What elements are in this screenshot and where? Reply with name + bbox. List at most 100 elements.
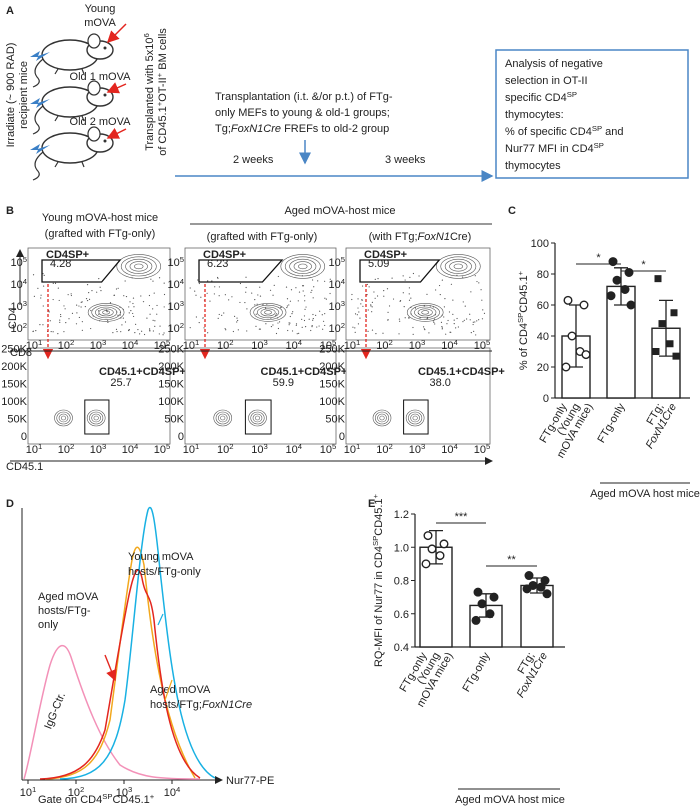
flow-dot: [315, 314, 317, 316]
flow-plot: [184, 247, 337, 341]
flow-dot: [80, 301, 82, 303]
text-part: 10: [122, 444, 134, 456]
flow-dot: [357, 323, 360, 325]
flow-dot: [301, 326, 303, 328]
flow-dot: [366, 283, 368, 286]
mouse-tail: [32, 105, 44, 135]
tick-label: 102: [376, 442, 393, 457]
text-part: 1: [195, 442, 199, 451]
flow-dot: [329, 278, 331, 280]
flow-dot: [239, 301, 241, 304]
lightning: [30, 98, 50, 108]
text-part: 10: [90, 444, 102, 456]
flow-dot: [388, 305, 391, 307]
text-part: 10: [441, 444, 453, 456]
flow-dot: [130, 309, 132, 312]
flow-dot: [324, 313, 326, 315]
text-part: 10: [285, 444, 297, 456]
text-part: 5: [486, 338, 490, 347]
flow-dot: [301, 285, 304, 287]
flow-dot: [446, 323, 448, 325]
flow-dot: [313, 286, 315, 288]
flow-dot: [198, 321, 200, 324]
flow-dot: [134, 332, 136, 334]
legend-label: hosts/FTg-only: [128, 566, 201, 578]
gate-value: 25.7: [110, 377, 131, 389]
flow-dot: [287, 329, 289, 332]
flow-dot: [422, 326, 425, 328]
tick-label: 104: [164, 785, 181, 800]
flow-dot: [197, 279, 199, 281]
text-part: SP: [592, 124, 602, 133]
flow-dot: [259, 328, 261, 330]
gate: [403, 399, 429, 435]
text-part: 10: [328, 323, 340, 335]
flow-dot: [435, 289, 437, 291]
text-part: 10: [217, 444, 229, 456]
text-part: 10: [441, 340, 453, 352]
flow-dot: [357, 298, 359, 300]
flow-dot: [439, 293, 441, 296]
label: selection in OT-II: [505, 75, 588, 87]
contour: [289, 258, 317, 274]
flow-dot: [433, 318, 436, 320]
flow-plot: [184, 347, 337, 445]
flow-dot: [128, 329, 130, 331]
flow-dot: [195, 294, 197, 296]
flow-dot: [132, 315, 135, 318]
flow-dot: [214, 286, 216, 288]
contour: [440, 256, 477, 277]
flow-dot: [476, 280, 478, 283]
flow-dot: [52, 282, 54, 284]
flow-dot: [474, 321, 476, 323]
tick-label: 102: [68, 785, 85, 800]
text-part: OT-II: [157, 77, 169, 101]
flow-dot: [163, 332, 165, 334]
y-tick-label: 0: [543, 393, 549, 405]
flow-dot: [311, 279, 314, 281]
flow-dot: [408, 299, 411, 301]
text-part: FoxN1Cre: [231, 123, 281, 135]
point: [626, 300, 636, 310]
flow-dot: [288, 324, 290, 326]
flow-dot: [209, 300, 211, 302]
text-part: FoxN1Cre: [202, 699, 252, 711]
contour: [253, 304, 283, 320]
y-tick-label: 20: [537, 362, 549, 374]
tick-label: 104: [167, 277, 184, 292]
flow-dot: [444, 298, 446, 300]
mouse-group: Young: [85, 3, 116, 15]
flow-dot: [277, 275, 279, 278]
flow-dot: [368, 286, 370, 288]
flow-dot: [97, 310, 100, 312]
flow-dot: [203, 327, 205, 329]
text-part: 2: [80, 785, 84, 794]
flow-dot: [50, 330, 52, 333]
flow-dot: [251, 292, 253, 294]
flow-dot: [398, 318, 401, 320]
tick-label: 0: [21, 431, 27, 443]
flow-dot: [418, 275, 420, 277]
text-part: 4: [453, 338, 458, 347]
point: [670, 309, 678, 317]
flow-dot: [86, 284, 89, 286]
flow-dot: [200, 296, 202, 298]
text-part: 3: [128, 785, 132, 794]
legend-label: only: [38, 619, 59, 631]
flow-dot: [133, 306, 135, 308]
flow-dot: [290, 289, 293, 291]
text-part: 10: [474, 340, 486, 352]
flow-dot: [148, 294, 151, 297]
flow-dot: [52, 331, 54, 333]
label: specific CD4SP: [505, 90, 577, 105]
flow-dot: [438, 284, 441, 287]
flow-dot: [408, 287, 410, 289]
text-part: 10: [26, 444, 38, 456]
flow-dot: [68, 318, 70, 320]
flow-dot: [441, 327, 443, 329]
tick-label: 105: [320, 338, 337, 353]
flow-dot: [481, 318, 484, 320]
flow-dot: [453, 323, 455, 325]
y-tick-label: 0.8: [394, 576, 409, 588]
flow-dot: [194, 290, 196, 292]
